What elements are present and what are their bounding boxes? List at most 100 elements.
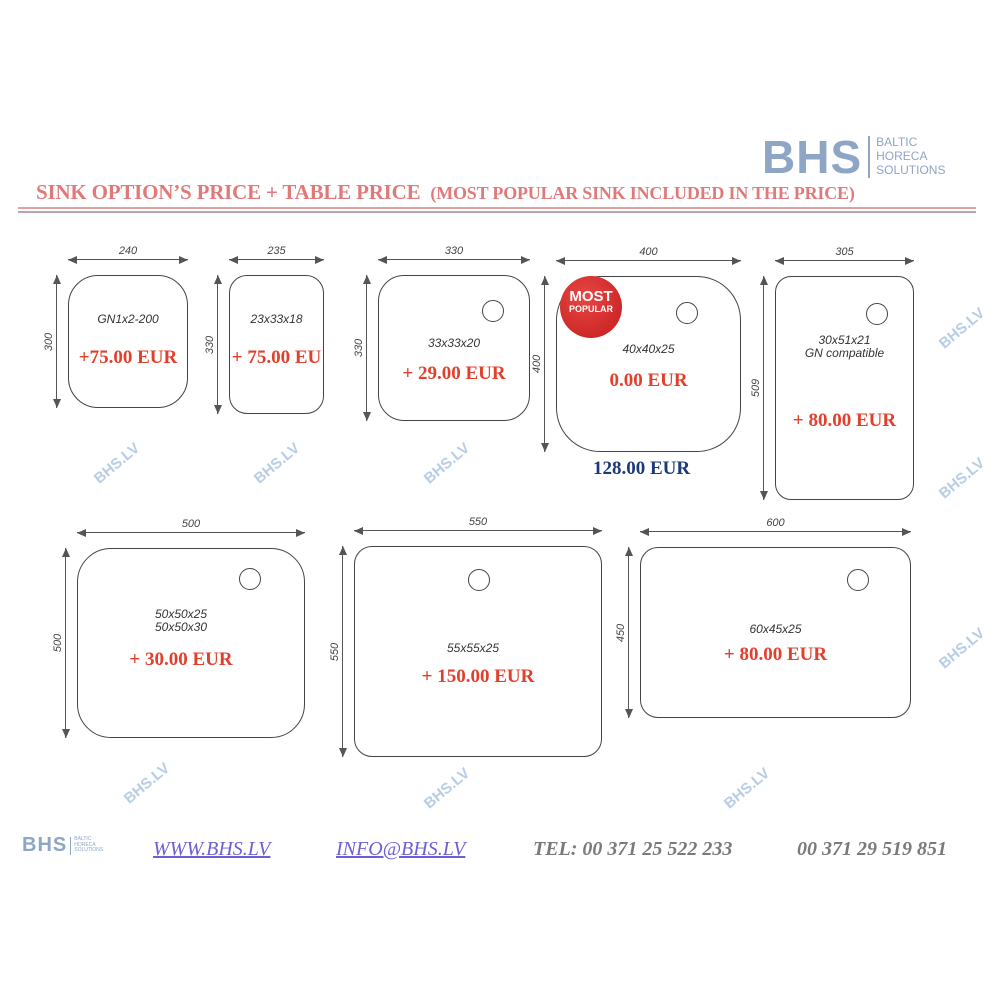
watermark-text: BHS.LV xyxy=(935,624,989,673)
sink-option: 305 509 30x51x21 GN compatible + 80.00 EU… xyxy=(750,246,914,500)
sink-option: 550 550 55x55x25 + 150.00 EUR xyxy=(329,516,602,757)
drain-hole xyxy=(239,568,261,590)
phone-1: TEL: 00 371 25 522 233 xyxy=(533,838,733,860)
width-dimension xyxy=(775,257,914,265)
sink-model: 30x51x21 GN compatible xyxy=(775,333,914,361)
badge-line: MOST xyxy=(569,288,613,305)
width-dimension xyxy=(556,257,741,265)
sink-outline xyxy=(77,548,305,738)
watermark-text: BHS.LV xyxy=(420,764,474,813)
sink-price: + 150.00 EUR xyxy=(421,666,535,687)
model-line: GN compatible xyxy=(804,346,885,361)
drain-hole xyxy=(482,300,504,322)
sink-option: 500 500 50x50x25 50x50x30 + 30.00 EUR xyxy=(52,518,305,738)
bhs-logo: BHS BALTIC HORECA SOLUTIONS xyxy=(762,130,945,184)
sink-outline xyxy=(378,275,530,421)
drain-hole xyxy=(468,569,490,591)
email-link[interactable]: INFO@BHS.LV xyxy=(336,838,466,860)
height-label: 509 xyxy=(750,378,763,398)
height-dimension xyxy=(541,276,549,452)
watermark-text: BHS.LV xyxy=(935,454,989,503)
sink-outline xyxy=(640,547,911,718)
watermark-text: BHS.LV xyxy=(250,439,304,488)
model-line: 50x50x25 xyxy=(154,607,208,621)
sink-option: 240 300 GN1x2-200 +75.00 EUR xyxy=(43,245,188,408)
badge-line: POPULAR xyxy=(568,304,613,314)
height-dimension xyxy=(214,275,222,414)
sink-model: GN1x2-200 xyxy=(97,312,159,326)
footer-logo: BHS BALTIC HORECA SOLUTIONS xyxy=(22,834,103,857)
website-link[interactable]: WWW.BHS.LV xyxy=(153,838,271,860)
logo-line: HORECA xyxy=(876,149,928,164)
height-dimension xyxy=(339,546,347,757)
height-label: 400 xyxy=(531,354,544,374)
sink-outline xyxy=(354,546,602,757)
height-dimension xyxy=(62,548,70,738)
sink-model: 40x40x25 xyxy=(622,342,675,356)
drain-hole xyxy=(866,303,888,325)
model-line: 50x50x30 xyxy=(154,620,208,635)
width-dimension xyxy=(354,527,602,535)
width-dimension xyxy=(77,529,305,537)
sink-price: + 29.00 EUR xyxy=(402,363,506,384)
sink-model: 33x33x20 xyxy=(427,336,481,350)
height-label: 300 xyxy=(43,332,56,351)
height-dimension xyxy=(625,547,633,718)
width-label: 235 xyxy=(267,245,286,257)
logo-brand: BHS xyxy=(22,834,68,856)
sink-option: 330 330 33x33x20 + 29.00 EUR xyxy=(353,245,530,421)
width-dimension xyxy=(68,256,188,264)
watermark-text: BHS.LV xyxy=(935,304,989,353)
base-table-price: 128.00 EUR xyxy=(593,458,691,479)
width-dimension xyxy=(640,528,911,536)
width-label: 550 xyxy=(468,516,488,528)
height-label: 330 xyxy=(353,338,366,358)
width-label: 305 xyxy=(835,246,854,258)
logo-tagline: BALTIC HORECA SOLUTIONS xyxy=(876,135,945,177)
width-label: 600 xyxy=(766,517,785,529)
sink-model: 50x50x25 50x50x30 xyxy=(87,607,275,635)
title-rule xyxy=(18,211,976,213)
most-popular-badge: MOST POPULAR xyxy=(560,276,622,338)
sink-price: + 80.00 EUR xyxy=(723,644,828,665)
sink-outline xyxy=(68,275,188,408)
model-line: 30x51x21 xyxy=(818,333,871,347)
drain-hole xyxy=(676,302,698,324)
page-title: SINK OPTION’S PRICE + TABLE PRICE (MOST P… xyxy=(36,180,855,205)
sink-model: 60x45x25 xyxy=(749,622,802,636)
logo-divider xyxy=(868,136,871,178)
sink-outline xyxy=(556,276,741,452)
height-label: 550 xyxy=(329,642,342,661)
watermark-text: BHS.LV xyxy=(420,439,474,488)
logo-tagline: BALTIC HORECA SOLUTIONS xyxy=(74,835,104,854)
width-label: 240 xyxy=(118,245,138,257)
watermark-text: BHS.LV xyxy=(120,759,174,808)
height-label: 450 xyxy=(615,623,628,642)
height-label: 500 xyxy=(52,633,65,653)
sink-price: + 75.00 EU xyxy=(231,347,322,368)
title-rule xyxy=(18,207,976,209)
height-label: 330 xyxy=(204,335,217,354)
logo-line: BALTIC xyxy=(74,835,92,842)
drain-hole xyxy=(847,569,869,591)
width-label: 400 xyxy=(639,246,658,258)
logo-line: HORECA xyxy=(74,841,96,848)
width-dimension xyxy=(378,256,530,264)
logo-line: BALTIC xyxy=(876,135,918,150)
sink-price: 0.00 EUR xyxy=(609,370,688,391)
width-label: 330 xyxy=(444,245,464,257)
title-main: SINK OPTION’S PRICE + TABLE PRICE xyxy=(36,180,421,204)
logo-divider xyxy=(70,836,72,855)
phone-2: 00 371 29 519 851 xyxy=(797,838,947,860)
logo-line: SOLUTIONS xyxy=(74,847,104,854)
height-dimension xyxy=(363,275,371,421)
sink-option: 600 450 60x45x25 + 80.00 EUR xyxy=(615,517,911,718)
sink-option-most-popular: 400 400 MOST POPULAR 40x40x25 0.00 EUR xyxy=(531,246,741,452)
sink-price: + 30.00 EUR xyxy=(129,649,233,670)
watermark-text: BHS.LV xyxy=(720,764,774,813)
height-dimension xyxy=(53,275,61,408)
sink-model: 23x33x18 xyxy=(250,312,303,326)
sink-outline xyxy=(775,276,914,500)
sink-price: +75.00 EUR xyxy=(78,347,178,368)
width-label: 500 xyxy=(181,518,201,530)
